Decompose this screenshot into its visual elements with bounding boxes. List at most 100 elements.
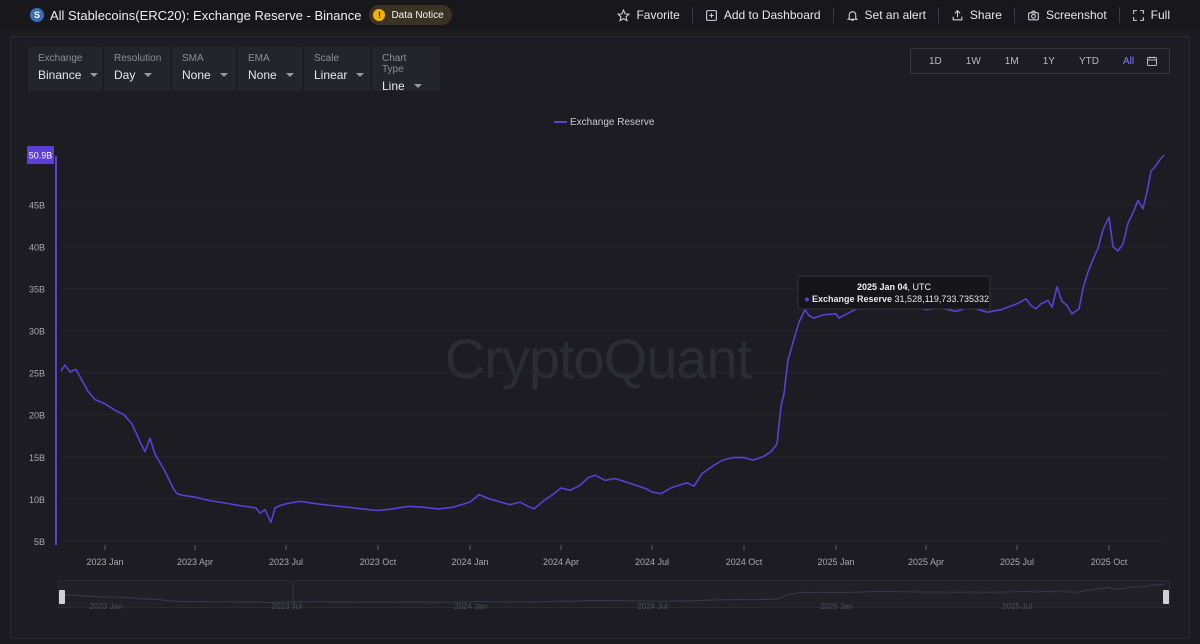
y-tick-label: 30B <box>29 327 45 337</box>
chevron-down-icon <box>90 73 99 77</box>
chevron-down-icon <box>219 73 228 77</box>
gridlines <box>61 204 1166 542</box>
add-to-dashboard-button[interactable]: Add to Dashboard <box>705 8 821 22</box>
sma-value: None <box>182 68 211 82</box>
y-tick-label: 25B <box>29 369 45 379</box>
watermark: CryptoQuant <box>445 327 753 390</box>
resolution-select[interactable]: Resolution Day <box>104 47 170 91</box>
chevron-down-icon <box>285 73 294 77</box>
screenshot-label: Screenshot <box>1045 8 1107 22</box>
scale-label: Scale <box>314 53 340 64</box>
exchange-label: Exchange <box>38 53 83 64</box>
range-1d-button[interactable]: 1D <box>929 55 942 67</box>
camera-icon <box>1028 10 1039 20</box>
chevron-down-icon <box>144 73 153 77</box>
data-notice-label: Data Notice <box>391 9 444 21</box>
data-notice-badge[interactable]: ! Data Notice <box>369 5 452 25</box>
y-tick-label: 35B <box>29 285 45 295</box>
time-range-selector: 1D 1W 1M 1Y YTD All <box>910 48 1170 74</box>
ema-label: EMA <box>248 53 270 64</box>
action-divider <box>1118 7 1120 23</box>
navigator-label: 2024 Jul <box>637 602 667 611</box>
share-icon <box>952 9 963 20</box>
add-dashboard-icon <box>705 9 717 21</box>
x-tick-label: 2023 Jul <box>269 557 303 567</box>
resolution-value-row: Day <box>114 68 160 82</box>
header-actions: Favorite Add to Dashboard Set an alert S… <box>594 7 1170 23</box>
set-alert-button[interactable]: Set an alert <box>846 8 926 22</box>
y-axis: 5B 10B 15B 20B 25B 30B 35B 40B 45B <box>29 156 57 547</box>
chart-controls: Exchange Binance Resolution Day SMA None… <box>28 47 442 93</box>
add-to-dashboard-label: Add to Dashboard <box>723 8 821 22</box>
sma-select[interactable]: SMA None <box>172 47 236 91</box>
exchange-reserve-line <box>60 154 1165 524</box>
navigator-handle-left <box>59 590 65 604</box>
tooltip-series-dot <box>805 297 809 302</box>
y-tick-label: 45B <box>29 201 45 211</box>
navigator-line <box>61 583 1165 604</box>
x-tick-label: 2024 Apr <box>543 557 579 567</box>
chart-type-select[interactable]: Chart Type Line <box>372 47 440 93</box>
range-1y-button[interactable]: 1Y <box>1042 55 1055 67</box>
warning-icon: ! <box>373 9 386 21</box>
chart-type-label: Chart Type <box>382 53 407 75</box>
last-value-marker: 50.9B <box>27 146 54 165</box>
x-axis: 2023 Jan 2023 Apr 2023 Jul 2023 Oct 2024 Jan… <box>86 545 1128 567</box>
share-button[interactable]: Share <box>951 8 1002 22</box>
range-1m-button[interactable]: 1M <box>1004 55 1019 67</box>
action-divider <box>832 7 834 23</box>
series-group <box>60 154 1165 524</box>
page-title: All Stablecoins(ERC20): Exchange Reserve… <box>50 7 362 23</box>
y-tick-label: 10B <box>29 495 45 505</box>
action-divider <box>691 7 693 23</box>
y-tick-label: 40B <box>29 243 45 253</box>
y-tick-label: 20B <box>29 411 45 421</box>
navigator-label: 2023 Jul <box>272 602 302 611</box>
legend-label: Exchange Reserve <box>570 117 655 128</box>
x-tick-label: 2023 Jan <box>86 557 123 567</box>
navigator-label: 2025 Jul <box>1002 602 1032 611</box>
scale-select[interactable]: Scale Linear <box>304 47 370 91</box>
chart-type-value: Line <box>382 79 405 93</box>
sma-label: SMA <box>182 53 204 64</box>
navigator-handle-right <box>1163 590 1169 604</box>
share-label: Share <box>969 8 1002 22</box>
exchange-select[interactable]: Exchange Binance <box>28 47 102 91</box>
scale-value-row: Linear <box>314 68 365 82</box>
top-bar: S All Stablecoins(ERC20): Exchange Reser… <box>0 0 1200 28</box>
ema-value-row: None <box>248 68 294 82</box>
fullscreen-label: Full <box>1150 8 1170 22</box>
fullscreen-button[interactable]: Full <box>1132 8 1170 22</box>
range-all-button[interactable]: All <box>1122 55 1135 67</box>
tooltip: 2025 Jan 04, UTC Exchange Reserve 31,528,… <box>797 275 991 310</box>
last-value-box <box>27 146 54 165</box>
chart-type-value-row: Line <box>382 79 430 93</box>
action-divider <box>1013 7 1015 23</box>
navigator-content: 2023 Jan 2023 Jul 2024 Jan 2024 Jul 2025 Jan… <box>59 582 1169 611</box>
x-tick-label: 2024 Jul <box>635 557 669 567</box>
favorite-button[interactable]: Favorite <box>617 8 680 22</box>
resolution-label: Resolution <box>114 53 162 64</box>
navigator-label: 2024 Jan <box>454 602 487 611</box>
calendar-icon[interactable] <box>1146 55 1158 67</box>
fullscreen-icon <box>1132 9 1144 21</box>
screenshot-button[interactable]: Screenshot <box>1027 8 1107 22</box>
favorite-label: Favorite <box>636 8 680 22</box>
x-tick-label: 2023 Oct <box>360 557 397 567</box>
x-tick-label: 2025 Jul <box>1000 557 1034 567</box>
y-tick-label: 5B <box>34 537 45 547</box>
action-divider <box>937 7 939 23</box>
ema-select[interactable]: EMA None <box>238 47 302 91</box>
range-navigator[interactable] <box>58 580 1170 608</box>
exchange-value: Binance <box>38 68 82 82</box>
resolution-value: Day <box>114 68 136 82</box>
range-1w-button[interactable]: 1W <box>965 55 981 67</box>
x-tick-label: 2025 Oct <box>1091 557 1128 567</box>
x-tick-label: 2023 Apr <box>177 557 213 567</box>
chevron-down-icon <box>413 84 422 88</box>
x-tick-label: 2024 Jan <box>451 557 488 567</box>
ema-value: None <box>248 68 277 82</box>
stablecoin-icon: S <box>30 8 44 22</box>
range-ytd-button[interactable]: YTD <box>1078 55 1099 67</box>
exchange-value-row: Binance <box>38 68 99 82</box>
